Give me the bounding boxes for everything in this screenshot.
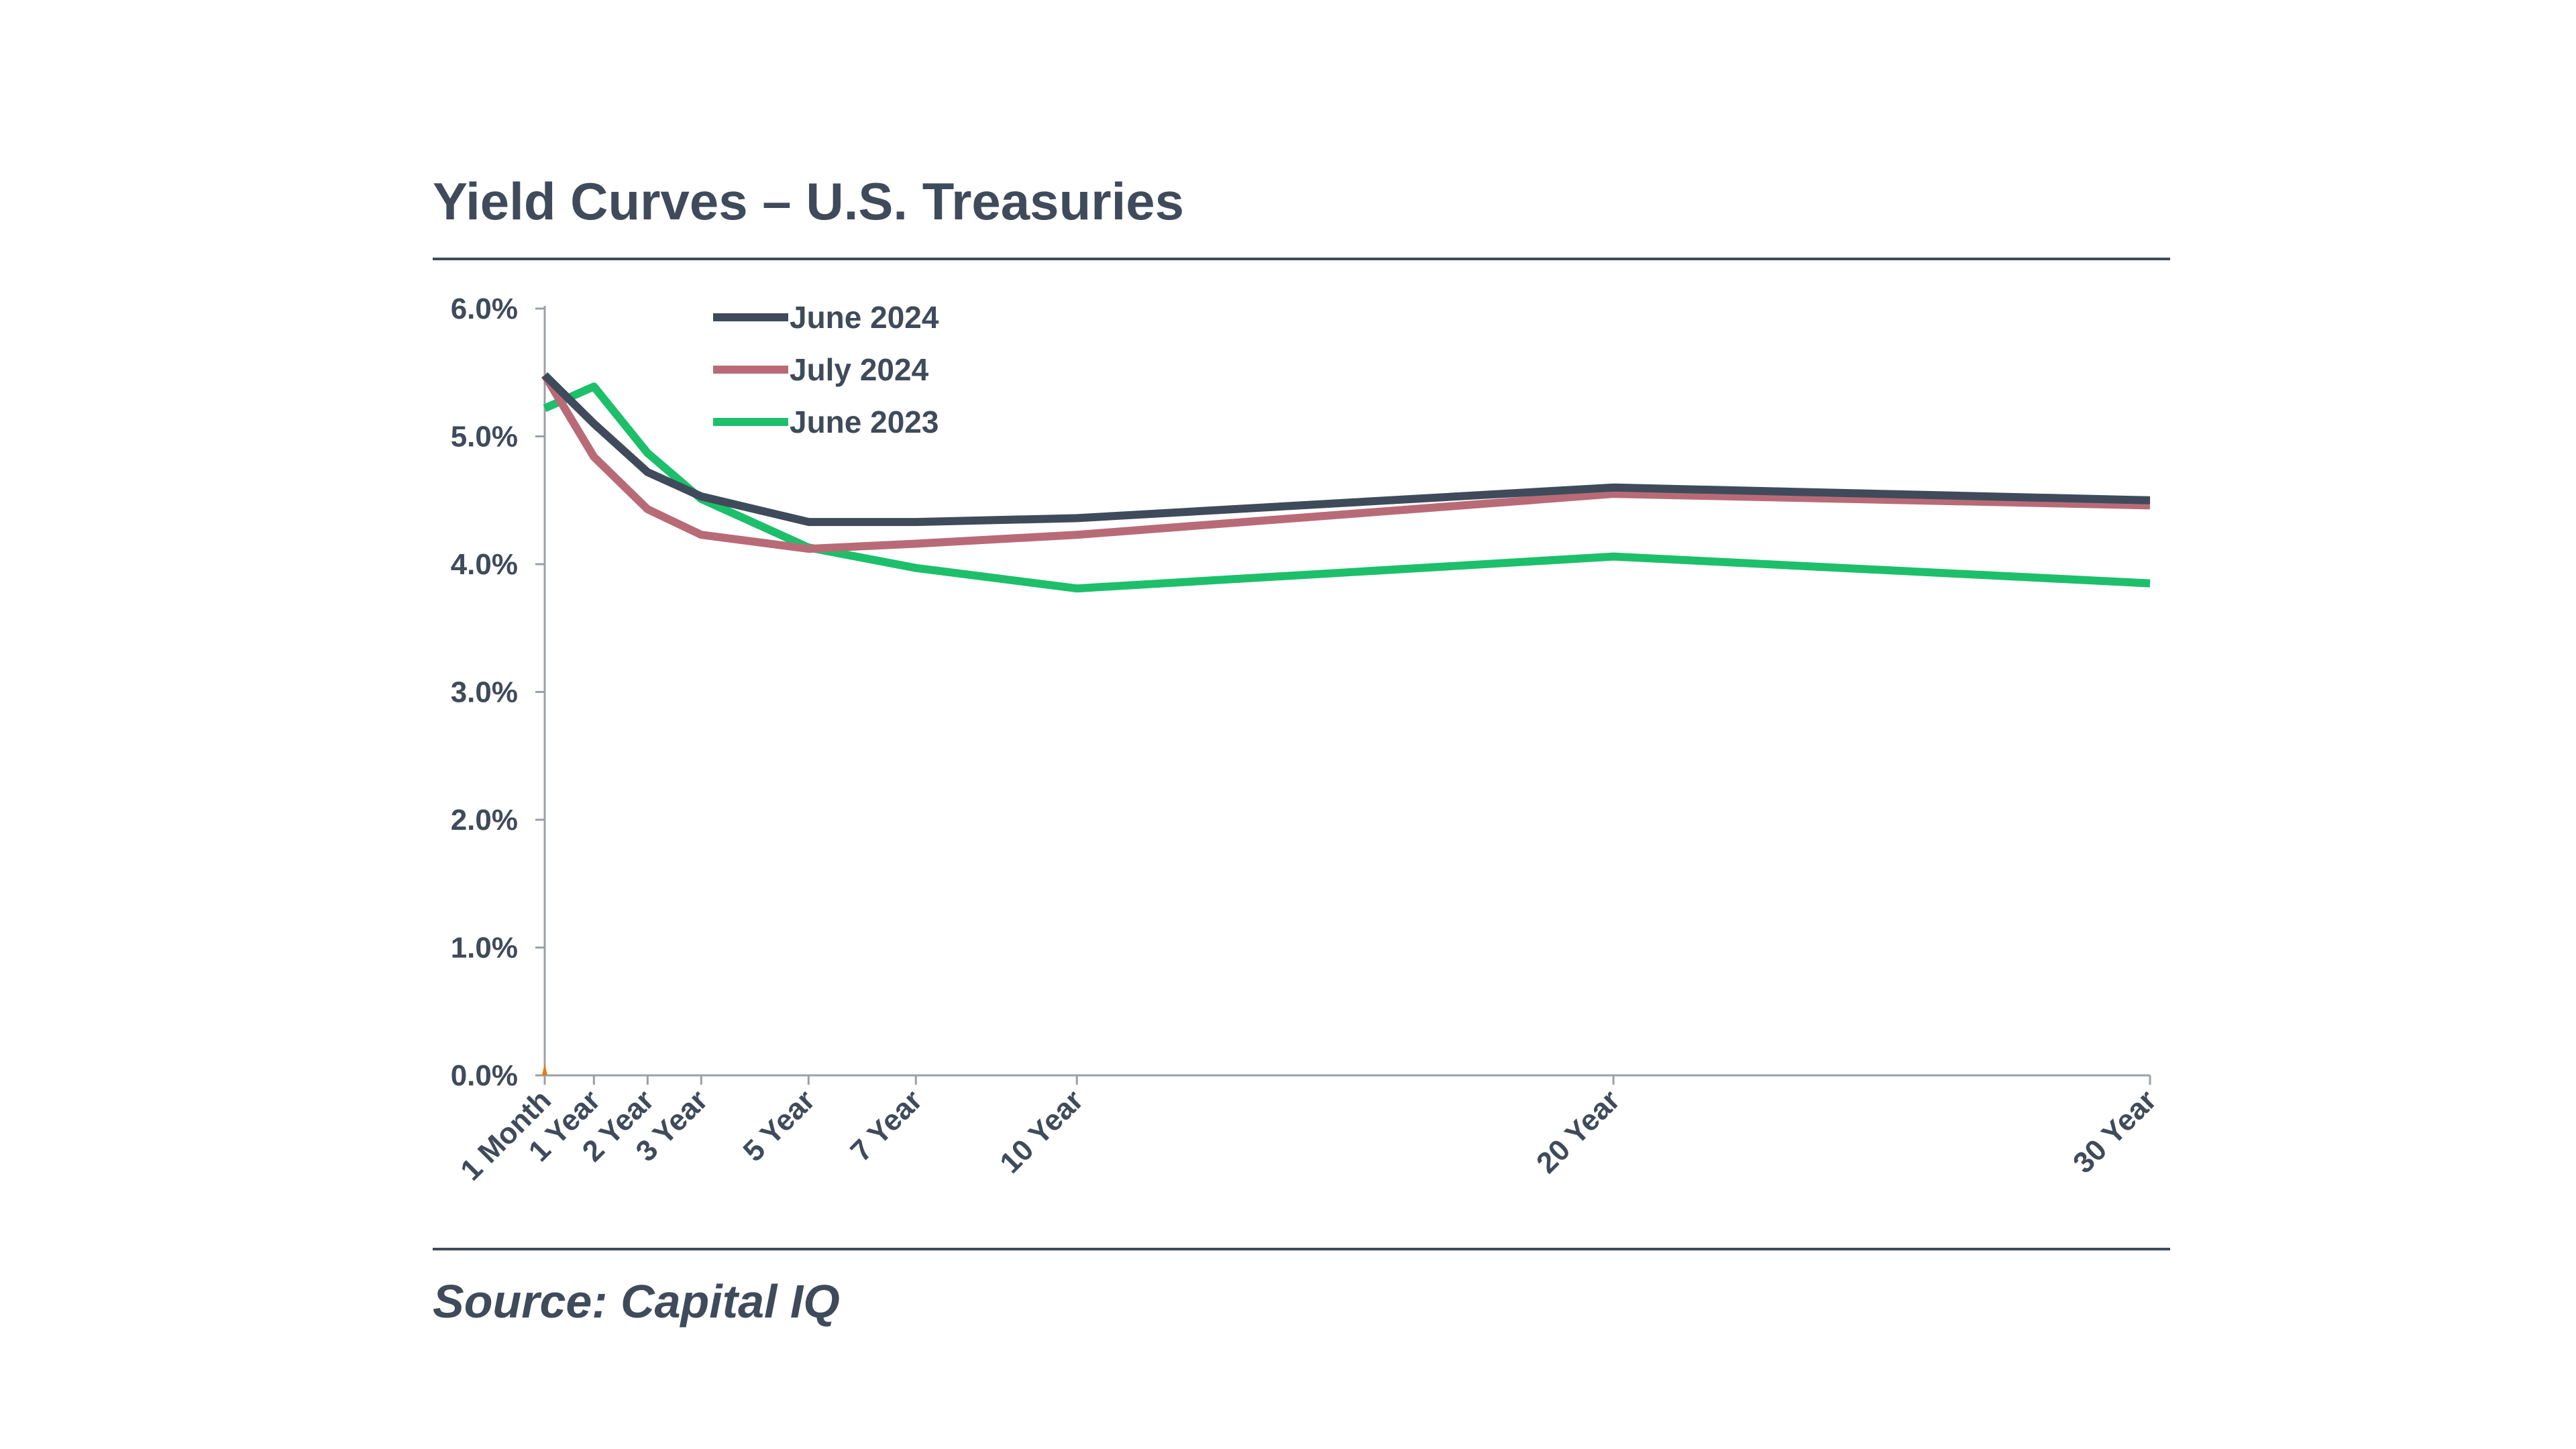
y-tick-label: 6.0% [451,292,518,325]
title-divider [433,258,2170,260]
x-tick-label: 30 Year [2067,1083,2163,1179]
source-note: Source: Capital IQ [433,1275,840,1328]
chart-series [541,372,2151,593]
x-tick-label: 10 Year [994,1083,1089,1179]
legend-label: June 2024 [790,300,939,335]
legend-label: July 2024 [790,352,929,387]
origin-marker [542,1063,547,1075]
y-tick-label: 3.0% [451,676,518,709]
x-tick-label: 7 Year [845,1083,929,1168]
chart-legend: June 2024 July 2024 June 2023 [713,300,939,439]
source-divider [433,1248,2170,1250]
chart-title: Yield Curves – U.S. Treasuries [433,172,1184,231]
y-tick-label: 4.0% [451,548,518,581]
x-tick-label: 5 Year [737,1083,822,1168]
y-tick-label: 2.0% [451,804,518,837]
y-tick-label: 1.0% [451,932,518,965]
series-line-june-2024 [541,372,2151,527]
legend-label: June 2023 [790,405,938,439]
series-line-june-2023 [543,382,2151,593]
x-tick-label: 20 Year [1530,1083,1626,1179]
y-tick-label: 0.0% [451,1059,518,1092]
y-tick-label: 5.0% [451,421,518,453]
series-line-july-2024 [541,373,2151,553]
